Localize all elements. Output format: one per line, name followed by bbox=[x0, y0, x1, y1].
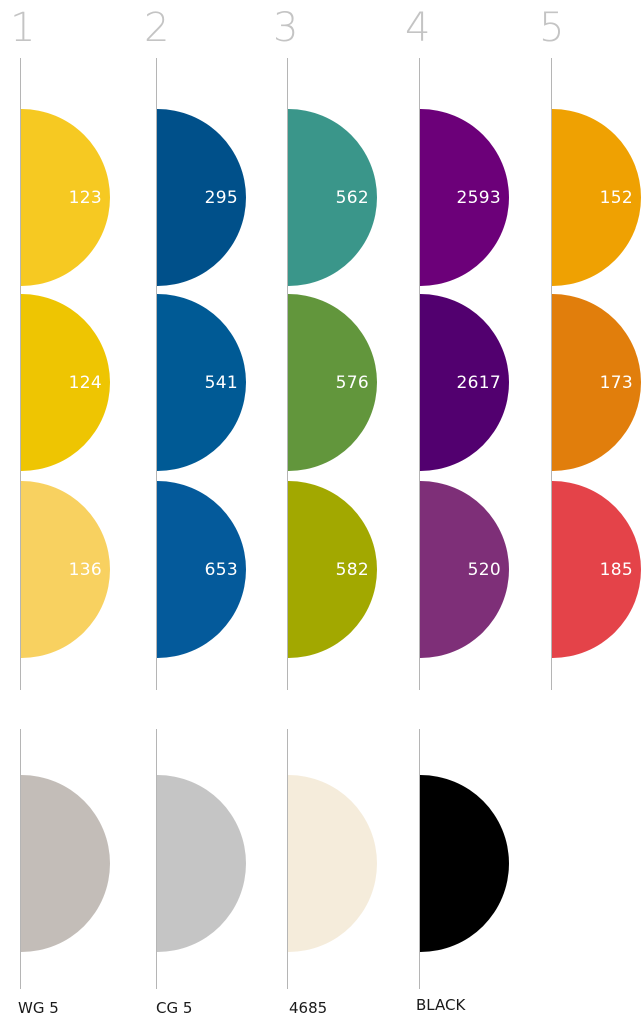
column-divider-4 bbox=[419, 58, 420, 690]
neutral-swatch bbox=[288, 775, 377, 952]
color-swatch: 582 bbox=[288, 481, 377, 658]
color-swatch: 520 bbox=[420, 481, 509, 658]
column-divider-2 bbox=[156, 58, 157, 690]
swatch-code: 136 bbox=[68, 559, 102, 580]
swatch-code: 2593 bbox=[456, 187, 501, 208]
swatch-code: 152 bbox=[599, 187, 633, 208]
neutral-divider-4 bbox=[419, 729, 420, 989]
color-swatch: 124 bbox=[21, 294, 110, 471]
column-number-4: 4 bbox=[405, 5, 431, 51]
neutral-divider-2 bbox=[156, 729, 157, 989]
column-divider-1 bbox=[20, 58, 21, 690]
color-swatch: 185 bbox=[552, 481, 641, 658]
color-swatch: 2617 bbox=[420, 294, 509, 471]
color-swatch: 562 bbox=[288, 109, 377, 286]
swatch-code: 520 bbox=[467, 559, 501, 580]
column-number-3: 3 bbox=[273, 5, 299, 51]
neutral-label: 4685 bbox=[289, 999, 328, 1017]
swatch-code: 582 bbox=[335, 559, 369, 580]
color-swatch: 653 bbox=[157, 481, 246, 658]
color-swatch: 541 bbox=[157, 294, 246, 471]
swatch-code: 562 bbox=[335, 187, 369, 208]
column-divider-3 bbox=[287, 58, 288, 690]
neutral-swatch bbox=[21, 775, 110, 952]
color-swatch: 576 bbox=[288, 294, 377, 471]
neutral-swatch bbox=[420, 775, 509, 952]
color-swatch: 2593 bbox=[420, 109, 509, 286]
swatch-code: 124 bbox=[68, 372, 102, 393]
neutral-label: CG 5 bbox=[156, 999, 193, 1017]
swatch-code: 173 bbox=[599, 372, 633, 393]
color-swatch: 173 bbox=[552, 294, 641, 471]
column-number-5: 5 bbox=[539, 5, 565, 51]
neutral-divider-1 bbox=[20, 729, 21, 989]
neutral-divider-3 bbox=[287, 729, 288, 989]
swatch-code: 2617 bbox=[456, 372, 501, 393]
column-divider-5 bbox=[551, 58, 552, 690]
neutral-label: WG 5 bbox=[18, 999, 59, 1017]
column-number-2: 2 bbox=[144, 5, 170, 51]
swatch-code: 653 bbox=[204, 559, 238, 580]
color-swatch: 123 bbox=[21, 109, 110, 286]
neutral-label: BLACK bbox=[416, 996, 466, 1014]
color-swatch: 152 bbox=[552, 109, 641, 286]
swatch-code: 541 bbox=[204, 372, 238, 393]
color-swatch: 295 bbox=[157, 109, 246, 286]
color-swatch: 136 bbox=[21, 481, 110, 658]
swatch-code: 123 bbox=[68, 187, 102, 208]
swatch-code: 576 bbox=[335, 372, 369, 393]
swatch-code: 295 bbox=[204, 187, 238, 208]
column-number-1: 1 bbox=[10, 5, 36, 51]
neutral-swatch bbox=[157, 775, 246, 952]
swatch-code: 185 bbox=[599, 559, 633, 580]
